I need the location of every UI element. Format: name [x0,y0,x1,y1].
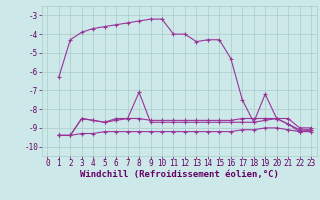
X-axis label: Windchill (Refroidissement éolien,°C): Windchill (Refroidissement éolien,°C) [80,170,279,179]
